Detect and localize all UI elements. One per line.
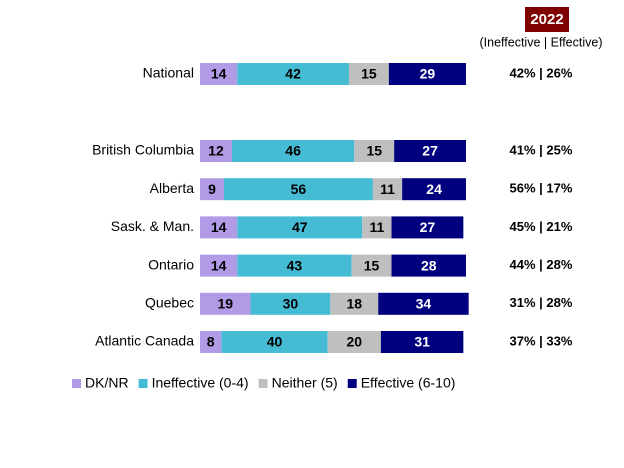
bar-segment (200, 63, 238, 85)
data-label: 29 (420, 66, 436, 82)
header-box (525, 7, 569, 32)
data-label: 11 (369, 219, 384, 235)
bar-segment (223, 178, 373, 201)
data-label: 40 (267, 334, 283, 350)
summary-label: 44% | 28% (510, 257, 573, 272)
legend-swatch (347, 379, 357, 388)
summary-label: 41% | 25% (510, 142, 573, 157)
summary-label: 56% | 17% (510, 181, 573, 196)
category-label: Sask. & Man. (111, 218, 194, 234)
data-label: 31 (414, 334, 430, 350)
legend-swatch (138, 379, 148, 388)
data-label: 15 (361, 66, 377, 82)
bar-segment (327, 331, 381, 353)
data-label: 18 (346, 296, 362, 312)
category-label: Atlantic Canada (95, 333, 194, 349)
data-label: 46 (285, 143, 301, 159)
bar-segment (351, 254, 392, 277)
bar-segment (354, 140, 395, 162)
bar-segment (380, 331, 464, 353)
summary-label: 45% | 21% (510, 219, 573, 234)
data-label: 9 (208, 181, 216, 197)
data-label: 14 (211, 66, 227, 82)
subheader: (Ineffective | Effective) (480, 35, 603, 49)
bar-segment (372, 178, 403, 201)
data-label: 27 (420, 219, 436, 235)
bar-segment (200, 254, 238, 277)
data-label: 42 (285, 66, 301, 82)
legend-label: Ineffective (0-4) (152, 375, 249, 391)
header: 2022 (530, 11, 563, 28)
bar-segment (402, 178, 466, 201)
data-label: 12 (208, 143, 224, 159)
bar-segment (237, 63, 349, 85)
bar-segment (200, 292, 251, 315)
bar-segment (388, 63, 466, 85)
data-label: 19 (217, 296, 233, 312)
bar-segment (200, 331, 222, 353)
data-label: 28 (421, 257, 437, 273)
data-label: 14 (211, 257, 227, 273)
category-label: Quebec (145, 295, 194, 311)
summary-label: 37% | 33% (510, 333, 573, 348)
data-label: 30 (283, 296, 299, 312)
data-label: 47 (292, 219, 308, 235)
data-label: 56 (291, 181, 307, 197)
data-label: 24 (426, 181, 442, 197)
data-label: 15 (366, 143, 382, 159)
legend-label: DK/NR (85, 375, 129, 391)
summary-label: 31% | 28% (510, 295, 573, 310)
bar-segment (394, 140, 466, 162)
data-label: 14 (211, 219, 227, 235)
bar-segment (391, 254, 466, 277)
bar-segment (200, 216, 238, 239)
data-label: 27 (422, 143, 438, 159)
category-label: Ontario (148, 256, 194, 272)
bar-segment (250, 292, 331, 315)
bar-segment (237, 216, 363, 239)
bar-segment (348, 63, 389, 85)
data-label: 8 (207, 334, 215, 350)
data-label: 11 (380, 181, 395, 197)
data-label: 34 (416, 296, 432, 312)
legend-label: Neither (5) (272, 375, 338, 391)
bar-segment (362, 216, 392, 239)
bar-segment (200, 140, 232, 162)
legend-swatch (258, 379, 268, 388)
bar-segment (237, 254, 352, 277)
category-label: Alberta (150, 180, 195, 196)
category-label: British Columbia (92, 142, 194, 158)
bar-segment (330, 292, 379, 315)
bar-segment (221, 331, 328, 353)
category-label: National (143, 65, 194, 81)
summary-label: 42% | 26% (510, 65, 573, 80)
data-label: 20 (346, 334, 362, 350)
bar-segment (200, 178, 224, 201)
legend-swatch (72, 379, 81, 388)
data-label: 15 (364, 257, 380, 273)
data-label: 43 (287, 257, 303, 273)
legend-label: Effective (6-10) (361, 375, 456, 391)
bar-segment (391, 216, 464, 239)
bar-segment (231, 140, 355, 162)
bar-segment (378, 292, 469, 315)
